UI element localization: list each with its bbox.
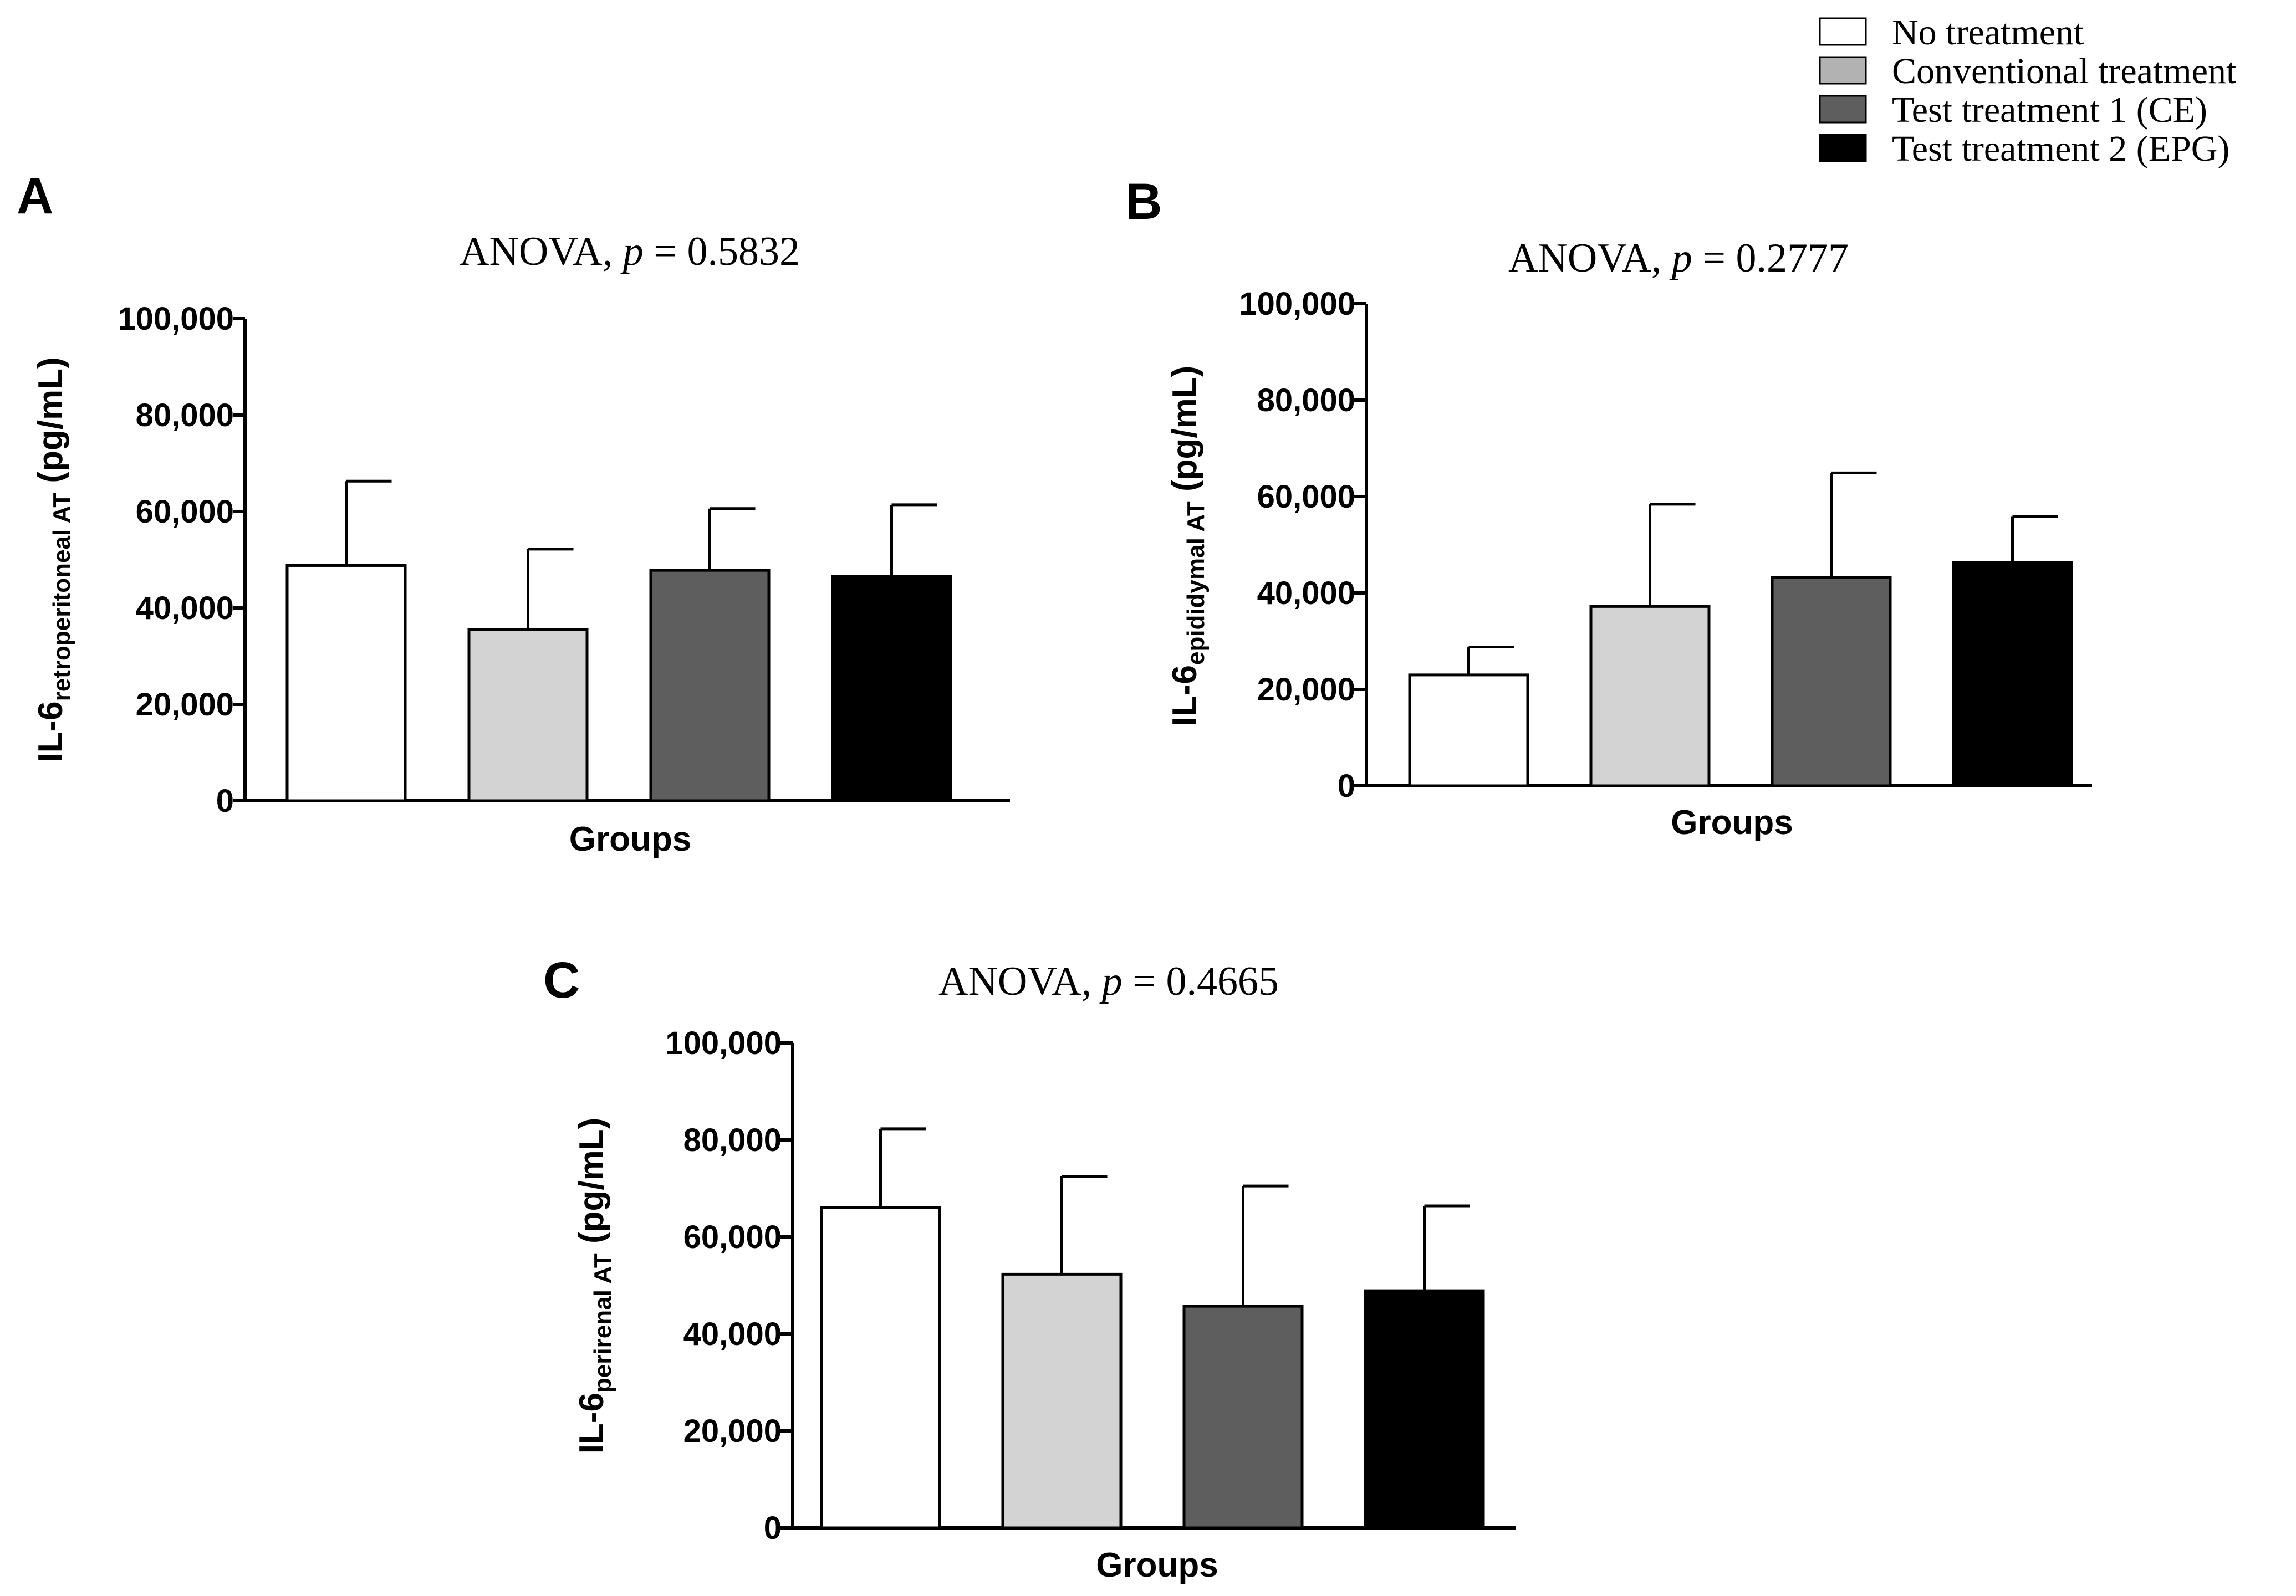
y-tick-label: 40,000 xyxy=(683,1316,782,1352)
y-axis-label: IL-6retroperitoneal AT (pg/mL) xyxy=(32,357,75,762)
title-prefix: ANOVA, xyxy=(460,229,623,274)
chart-title: ANOVA, p = 0.4665 xyxy=(938,959,1279,1004)
panel-letter: A xyxy=(17,168,53,224)
y-label-unit: (pg/mL) xyxy=(573,1118,611,1254)
x-axis-label: Groups xyxy=(569,820,691,858)
y-tick-label: 40,000 xyxy=(1257,575,1355,611)
y-tick-label: 80,000 xyxy=(1257,382,1355,418)
legend-label: No treatment xyxy=(1892,12,2084,53)
chart-title: ANOVA, p = 0.2777 xyxy=(1508,236,1849,281)
y-tick-label: 100,000 xyxy=(665,1025,782,1061)
bar xyxy=(467,628,589,802)
y-tick-label: 60,000 xyxy=(136,494,234,530)
bar xyxy=(1952,561,2073,787)
legend-swatch-no-treatment xyxy=(1819,17,1867,46)
bar xyxy=(1001,1272,1123,1530)
panel-c: C ANOVA, p = 0.4665 0 20,000 40,000 60,000 80,… xyxy=(543,952,1516,1584)
bar xyxy=(1408,673,1529,787)
y-tick-label: 100,000 xyxy=(1239,286,1355,322)
panel-b: B ANOVA, p = 0.2777 0 20,000 40,000 60,000 80,… xyxy=(1125,173,2092,842)
legend-item: Conventional treatment xyxy=(1819,51,2236,91)
bar xyxy=(1182,1305,1304,1530)
y-tick-label: 0 xyxy=(764,1510,782,1546)
y-axis-label: IL-6perirenal AT (pg/mL) xyxy=(573,1118,616,1454)
bar xyxy=(1771,576,1892,787)
y-label-subscript: perirenal AT xyxy=(589,1253,616,1393)
title-value: = 0.4665 xyxy=(1123,959,1279,1004)
y-label-unit: (pg/mL) xyxy=(32,357,70,493)
title-prefix: ANOVA, xyxy=(1508,236,1672,281)
y-tick-label: 80,000 xyxy=(136,397,234,433)
title-value: = 0.5832 xyxy=(644,229,800,274)
legend-item: Test treatment 2 (EPG) xyxy=(1819,129,2229,169)
panel-letter: B xyxy=(1125,173,1162,230)
y-tick-label: 0 xyxy=(216,783,234,819)
legend-swatch-conventional xyxy=(1819,56,1867,85)
legend-item: Test treatment 1 (CE) xyxy=(1819,90,2207,130)
title-p: p xyxy=(1669,236,1692,281)
bar xyxy=(820,1206,941,1530)
y-tick-label: 20,000 xyxy=(136,687,234,723)
legend-label: Test treatment 1 (CE) xyxy=(1892,90,2207,130)
y-tick-label: 20,000 xyxy=(1257,672,1355,708)
y-label-subscript: epididymal AT xyxy=(1182,501,1210,665)
y-tick-label: 80,000 xyxy=(683,1122,782,1158)
panel-a: A ANOVA, p = 0.5832 0 20,000 40,000 60,000 80,… xyxy=(17,168,1010,858)
x-axis-label: Groups xyxy=(1671,804,1793,842)
chart-title: ANOVA, p = 0.5832 xyxy=(460,229,800,274)
x-axis-label: Groups xyxy=(1096,1546,1218,1584)
title-p: p xyxy=(620,229,644,274)
legend: No treatment Conventional treatment Test… xyxy=(1819,12,2236,169)
bar xyxy=(649,569,771,802)
y-tick-label: 100,000 xyxy=(118,301,234,337)
y-label-main: IL-6 xyxy=(573,1393,611,1454)
legend-swatch-test-2 xyxy=(1819,134,1867,162)
legend-label: Test treatment 2 (EPG) xyxy=(1892,129,2229,169)
bar xyxy=(1364,1289,1485,1530)
y-label-subscript: retroperitoneal AT xyxy=(48,493,75,702)
legend-label: Conventional treatment xyxy=(1892,51,2236,91)
y-label-main: IL-6 xyxy=(1166,665,1204,726)
title-value: = 0.2777 xyxy=(1692,236,1849,281)
legend-item: No treatment xyxy=(1819,12,2084,53)
y-tick-label: 60,000 xyxy=(1257,479,1355,515)
legend-swatch-test-1 xyxy=(1819,95,1867,124)
y-tick-label: 40,000 xyxy=(136,590,234,626)
y-label-main: IL-6 xyxy=(32,701,70,762)
bar xyxy=(831,575,952,802)
title-prefix: ANOVA, xyxy=(938,959,1102,1004)
y-label-unit: (pg/mL) xyxy=(1166,366,1204,502)
title-p: p xyxy=(1099,959,1123,1004)
y-tick-label: 60,000 xyxy=(683,1219,782,1255)
panel-letter: C xyxy=(543,952,580,1009)
y-tick-label: 20,000 xyxy=(683,1413,782,1449)
bar xyxy=(285,564,407,802)
bar xyxy=(1589,605,1711,787)
y-tick-label: 0 xyxy=(1338,768,1355,804)
y-axis-label: IL-6epididymal AT (pg/mL) xyxy=(1166,366,1210,727)
